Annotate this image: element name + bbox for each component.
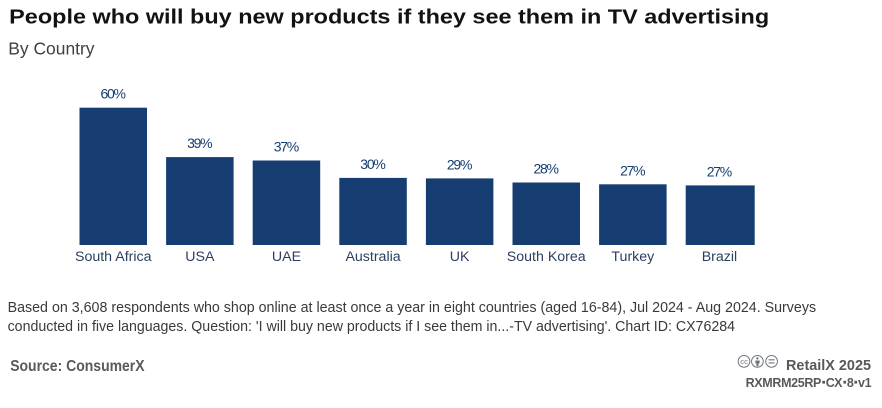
svg-text:Turkey: Turkey — [611, 249, 655, 265]
svg-text:RXMRM25RP: RXMRM25RP — [746, 376, 822, 390]
svg-text:v1: v1 — [858, 376, 872, 390]
svg-text:UK: UK — [450, 249, 470, 265]
svg-text:30%: 30% — [360, 156, 386, 172]
svg-text:UAE: UAE — [272, 249, 301, 265]
svg-text:27%: 27% — [707, 163, 733, 179]
svg-text:CX: CX — [826, 376, 843, 390]
svg-text:RetailX 2025: RetailX 2025 — [786, 357, 871, 374]
svg-text:South Africa: South Africa — [75, 249, 152, 265]
svg-text:conducted in five languages. Q: conducted in five languages. Question: '… — [8, 319, 735, 335]
svg-text:By Country: By Country — [8, 38, 95, 58]
svg-text:Based on 3,608 respondents who: Based on 3,608 respondents who shop onli… — [8, 300, 817, 316]
svg-text:cc: cc — [740, 357, 748, 366]
svg-text:29%: 29% — [447, 156, 473, 172]
svg-text:28%: 28% — [534, 161, 560, 177]
svg-text:Australia: Australia — [345, 249, 400, 265]
svg-text:60%: 60% — [101, 86, 127, 102]
svg-text:27%: 27% — [620, 162, 646, 178]
svg-text:8: 8 — [847, 376, 854, 390]
svg-text:Brazil: Brazil — [702, 249, 737, 265]
svg-text:South Korea: South Korea — [507, 249, 586, 265]
svg-text:39%: 39% — [187, 135, 213, 151]
svg-text:USA: USA — [185, 249, 215, 265]
svg-text:People who will buy new produc: People who will buy new products if they… — [9, 7, 769, 29]
svg-text:37%: 37% — [274, 139, 300, 155]
svg-text:Source: ConsumerX: Source: ConsumerX — [10, 358, 145, 375]
